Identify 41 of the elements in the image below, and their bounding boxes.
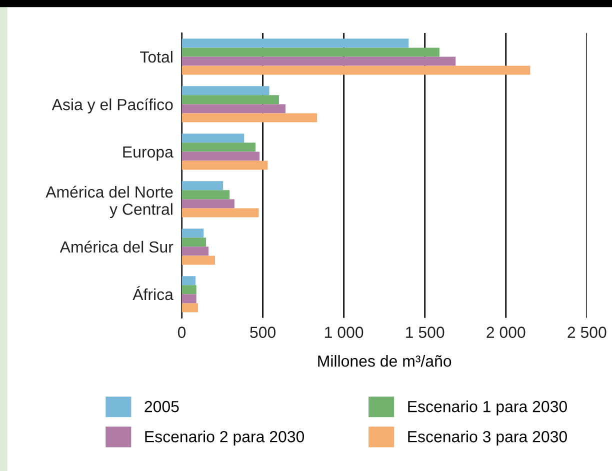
y-tick-label: América del Norte y Central: [46, 186, 173, 218]
bar: [182, 104, 286, 114]
y-tick-label: Asia y el Pacífico: [52, 98, 173, 114]
bar: [182, 48, 440, 57]
bar: [182, 238, 206, 247]
bar: [182, 38, 409, 48]
bar: [182, 113, 318, 122]
legend-label: 2005: [144, 400, 179, 412]
y-tick-label: Total: [140, 50, 172, 63]
bar: [182, 208, 259, 218]
bar: [182, 246, 209, 256]
y-tick-label: África: [132, 286, 174, 300]
bar: [182, 142, 256, 152]
bar: [182, 303, 198, 312]
bar: [182, 294, 196, 304]
legend-label: Escenario 2 para 2030: [145, 430, 304, 446]
x-tick-label: 1 500: [406, 326, 444, 338]
y-tick-label: América del Sur: [60, 240, 174, 253]
legend-label: Escenario 1 para 2030: [408, 400, 567, 416]
bar: [182, 276, 196, 286]
bar: [182, 95, 279, 104]
x-tick-label: 2 500: [568, 326, 606, 338]
bar: [182, 256, 215, 265]
bar: [182, 134, 244, 143]
x-tick-label: 2 000: [486, 326, 526, 338]
bar: [182, 199, 234, 208]
bar: [182, 152, 260, 161]
bar: [182, 181, 224, 190]
x-tick-label: 1 000: [325, 326, 364, 338]
x-tick-label: 500: [250, 326, 276, 338]
x-tick-label: 0: [178, 326, 186, 338]
bar: [182, 228, 204, 238]
bar: [182, 66, 530, 75]
bar: [182, 190, 230, 200]
legend-label: Escenario 3 para 2030: [408, 430, 567, 446]
x-axis-title: Millones de m³/año: [318, 355, 452, 367]
y-tick-label: Europa: [123, 146, 174, 161]
bar: [182, 285, 196, 294]
bar: [182, 160, 268, 170]
bar: [182, 86, 270, 96]
bar: [182, 56, 456, 66]
